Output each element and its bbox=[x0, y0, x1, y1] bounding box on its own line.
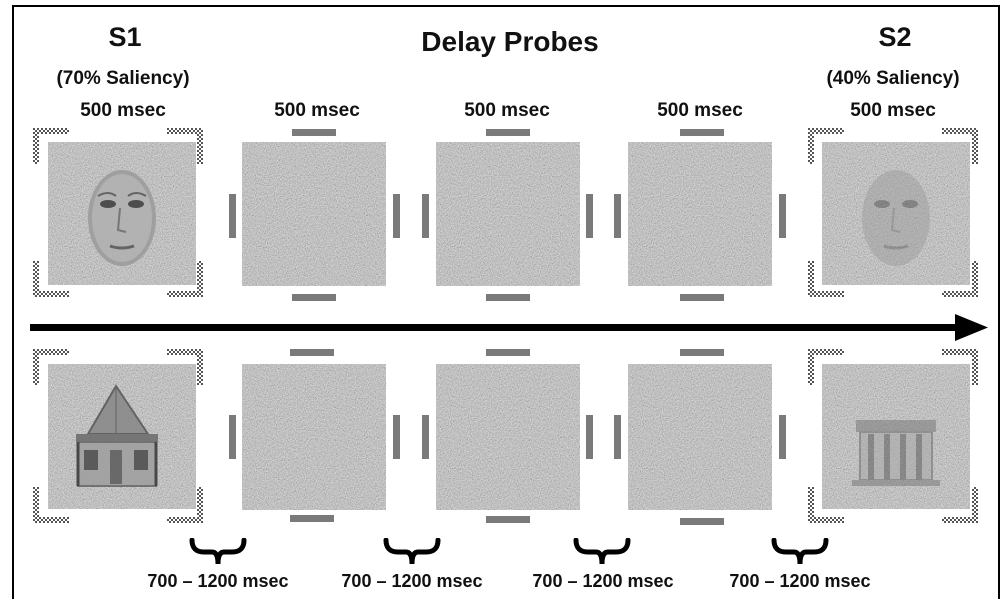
probe-duration-2: 500 msec bbox=[464, 100, 550, 121]
probe-marker bbox=[586, 194, 593, 238]
corner-bracket-br bbox=[942, 261, 978, 297]
delay-label-1: 700 – 1200 msec bbox=[147, 571, 289, 591]
probe-marker bbox=[292, 129, 336, 136]
s1-duration: 500 msec bbox=[80, 100, 166, 121]
probe-panel-3 bbox=[628, 142, 772, 286]
probe-panel-6 bbox=[628, 364, 772, 510]
corner-bracket-br bbox=[167, 261, 203, 297]
probe-marker bbox=[680, 129, 724, 136]
s1-face-panel bbox=[48, 142, 196, 285]
probe-marker bbox=[393, 415, 400, 459]
delay-probes-title: Delay Probes bbox=[421, 26, 599, 57]
probe-marker bbox=[680, 518, 724, 525]
probe-marker bbox=[779, 415, 786, 459]
probe-marker bbox=[422, 194, 429, 238]
corner-bracket-tl bbox=[33, 349, 69, 385]
probe-marker bbox=[614, 415, 621, 459]
probe-panel-1 bbox=[242, 142, 386, 286]
s2-building-panel bbox=[822, 364, 970, 509]
corner-bracket-bl bbox=[808, 261, 844, 297]
probe-marker bbox=[586, 415, 593, 459]
corner-bracket-tr bbox=[167, 128, 203, 164]
corner-bracket-tl bbox=[33, 128, 69, 164]
s1-label: S1 bbox=[108, 22, 142, 52]
probe-marker bbox=[486, 516, 530, 523]
probe-marker bbox=[680, 294, 724, 301]
probe-marker bbox=[393, 194, 400, 238]
probe-marker bbox=[486, 294, 530, 301]
probe-duration-1: 500 msec bbox=[274, 100, 360, 121]
s2-label: S2 bbox=[878, 22, 912, 52]
corner-bracket-tr bbox=[942, 128, 978, 164]
s1-saliency: (70% Saliency) bbox=[56, 68, 190, 89]
house-icon bbox=[76, 384, 158, 487]
corner-bracket-br bbox=[942, 487, 978, 523]
corner-bracket-bl bbox=[33, 487, 69, 523]
delay-brace-2 bbox=[383, 538, 441, 565]
probe-marker bbox=[486, 349, 530, 356]
corner-bracket-bl bbox=[33, 261, 69, 297]
figure-frame bbox=[12, 5, 1000, 599]
corner-bracket-tr bbox=[167, 349, 203, 385]
s2-saliency: (40% Saliency) bbox=[826, 68, 960, 89]
probe-marker bbox=[422, 415, 429, 459]
delay-label-2: 700 – 1200 msec bbox=[341, 571, 483, 591]
corner-bracket-tr bbox=[942, 349, 978, 385]
probe-marker bbox=[292, 294, 336, 301]
face-icon bbox=[862, 170, 930, 266]
probe-panel-5 bbox=[436, 364, 580, 510]
corner-bracket-bl bbox=[808, 487, 844, 523]
s2-face-panel bbox=[822, 142, 970, 285]
s2-duration: 500 msec bbox=[850, 100, 936, 121]
probe-panel-4 bbox=[242, 364, 386, 510]
probe-marker bbox=[229, 415, 236, 459]
face-icon bbox=[88, 170, 156, 266]
corner-bracket-tl bbox=[808, 128, 844, 164]
timeline-arrow bbox=[30, 314, 988, 341]
corner-bracket-tl bbox=[808, 349, 844, 385]
probe-marker bbox=[486, 129, 530, 136]
probe-marker bbox=[614, 194, 621, 238]
probe-marker bbox=[290, 349, 334, 356]
delay-brace-3 bbox=[573, 538, 631, 565]
probe-duration-3: 500 msec bbox=[657, 100, 743, 121]
delay-brace-4 bbox=[771, 538, 829, 565]
probe-marker bbox=[229, 194, 236, 238]
probe-marker bbox=[779, 194, 786, 238]
delay-label-4: 700 – 1200 msec bbox=[729, 571, 871, 591]
probe-panel-2 bbox=[436, 142, 580, 286]
delay-label-3: 700 – 1200 msec bbox=[532, 571, 674, 591]
building-icon bbox=[852, 420, 940, 486]
delay-brace-1 bbox=[189, 538, 247, 565]
probe-marker bbox=[290, 515, 334, 522]
corner-bracket-br bbox=[167, 487, 203, 523]
probe-marker bbox=[680, 349, 724, 356]
s1-house-panel bbox=[48, 364, 196, 509]
